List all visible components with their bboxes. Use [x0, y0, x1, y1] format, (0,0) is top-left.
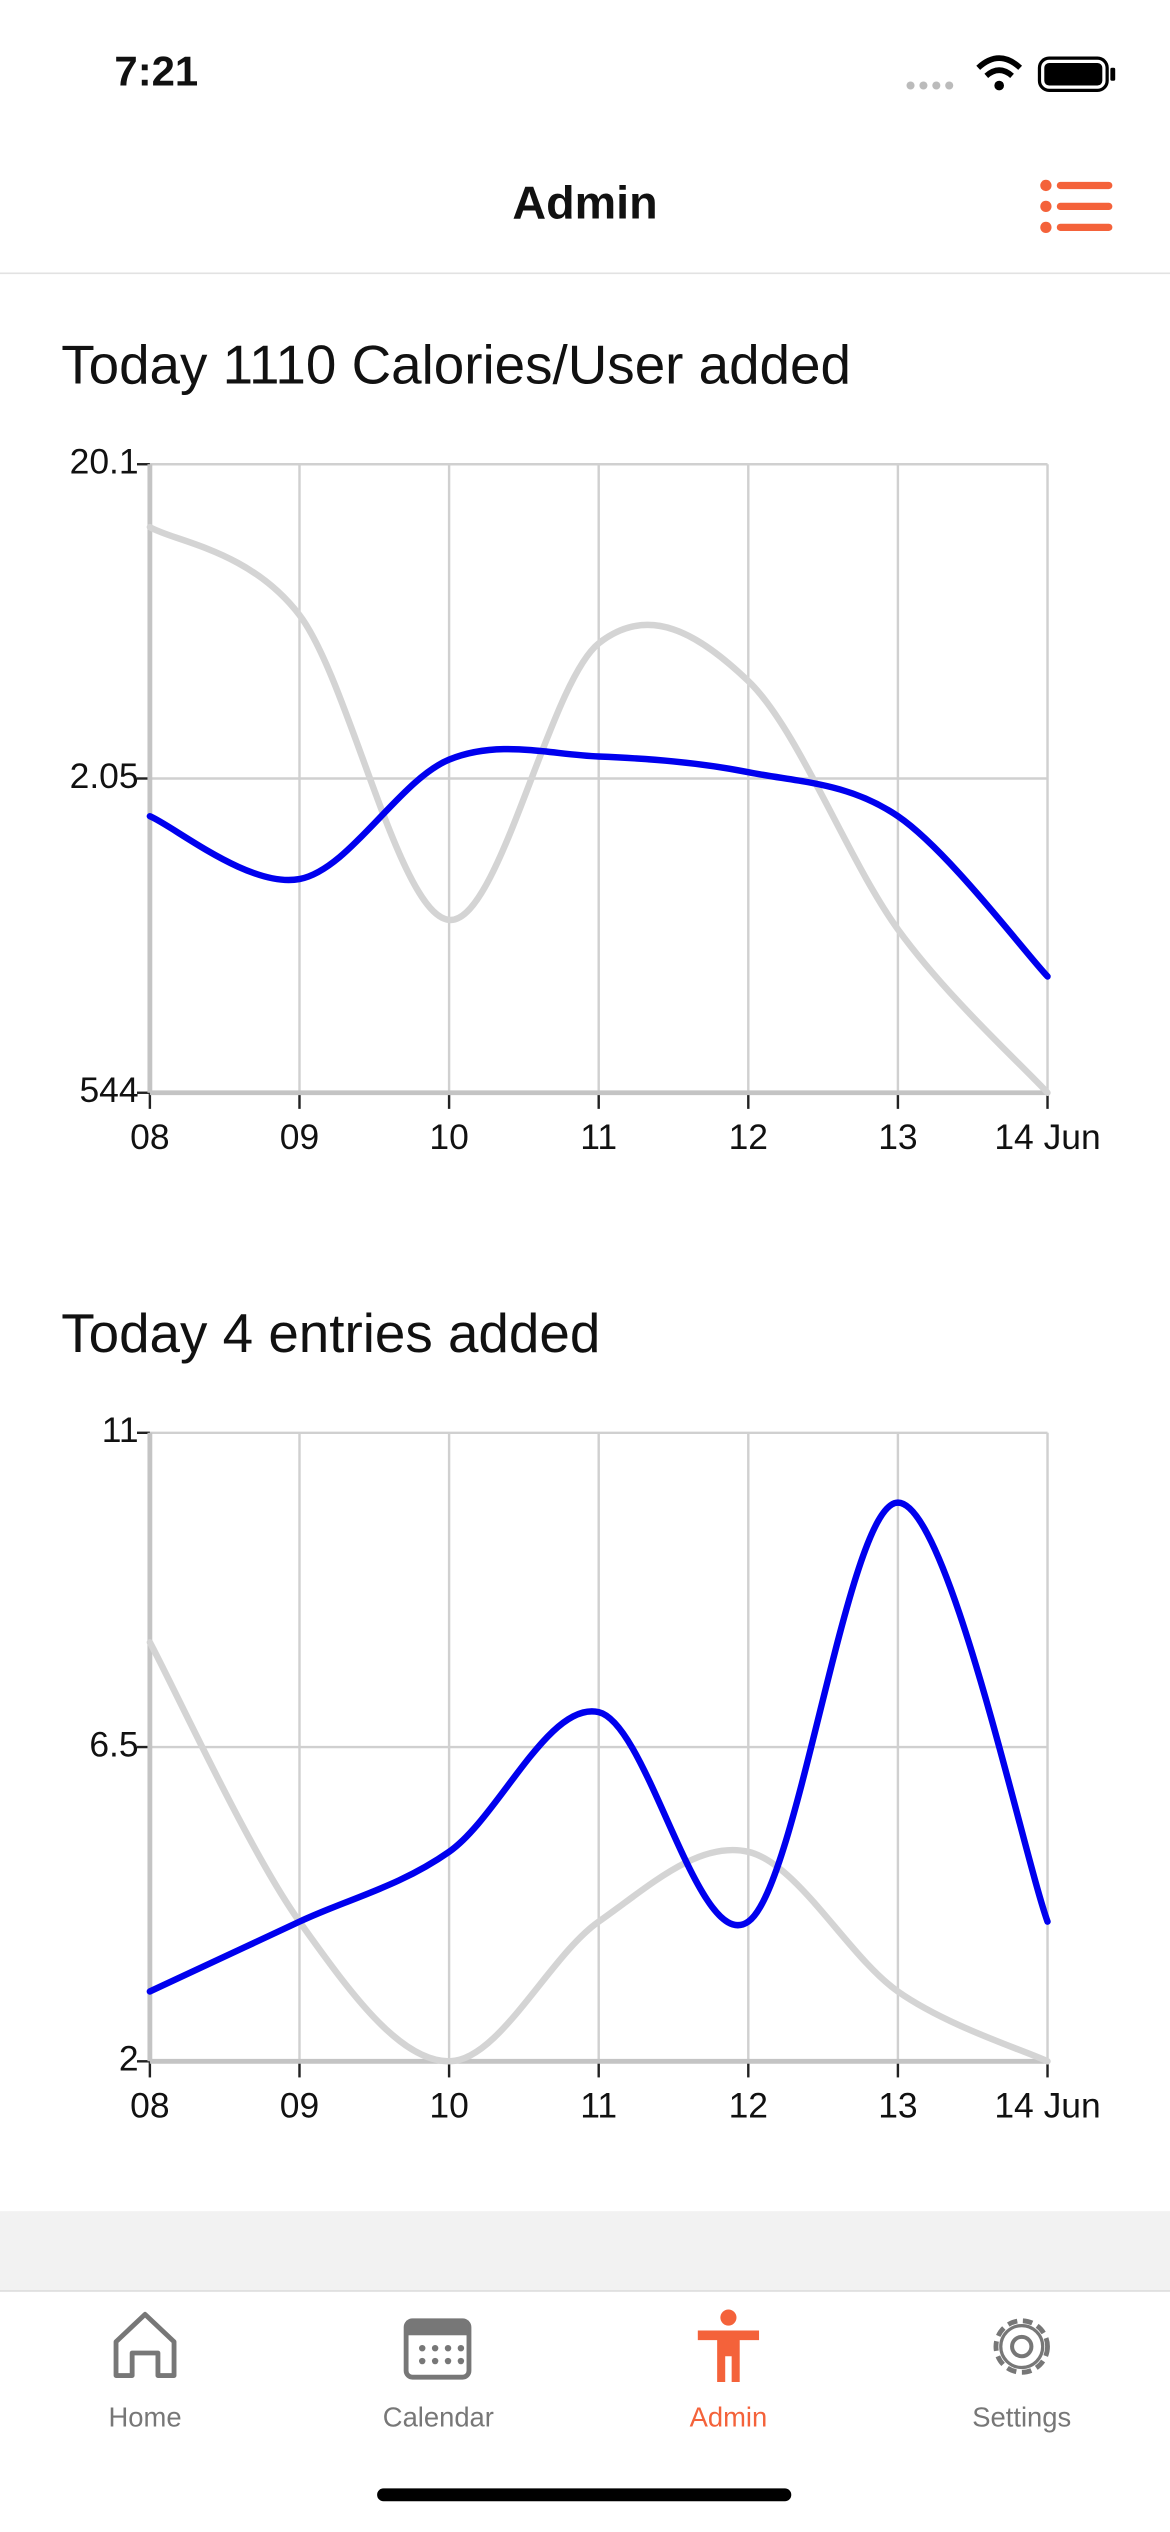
status-icons [906, 55, 1116, 92]
chart-title: Today 1110 Calories/User added [61, 334, 851, 396]
y-tick-label: 2 [119, 2039, 139, 2079]
x-tick-label: 10 [429, 1117, 468, 1157]
y-tick-label: 544 [79, 1070, 138, 1110]
charts: Today 1110 Calories/User added 08 09 10 11 12… [61, 334, 1100, 2126]
tab-admin[interactable]: Admin [690, 2309, 768, 2432]
tab-label: Settings [972, 2401, 1071, 2432]
nav-title: Admin [512, 177, 657, 229]
x-tick-label: 14 Jun [994, 2085, 1100, 2125]
x-tick-label: 11 [580, 2085, 617, 2125]
home-indicator [377, 2488, 792, 2502]
y-tick-label: 6.5 [89, 1724, 138, 1764]
y-tick-label: 11 [102, 1410, 139, 1450]
tab-label: Home [109, 2401, 182, 2432]
x-tick-label: 13 [878, 2085, 917, 2125]
tab-settings[interactable]: Settings [972, 2318, 1071, 2433]
y-tick-label: 20.1 [70, 442, 139, 482]
x-tick-label: 12 [729, 2085, 768, 2125]
chart: Today 1110 Calories/User added 08 09 10 11 12… [61, 334, 1100, 1157]
x-tick-label: 08 [130, 2085, 169, 2125]
x-tick-label: 11 [580, 1117, 617, 1157]
y-tick-label: 2.05 [70, 756, 139, 796]
series-line [146, 523, 1051, 1096]
x-tick-label: 14 Jun [994, 1117, 1100, 1157]
x-tick-label: 08 [130, 1117, 169, 1157]
x-tick-label: 13 [878, 1117, 917, 1157]
tab-calendar[interactable]: Calendar [383, 2318, 494, 2433]
x-tick-label: 10 [429, 2085, 468, 2125]
status-time: 7:21 [114, 47, 198, 94]
x-tick-label: 12 [729, 1117, 768, 1157]
x-tick-label: 09 [280, 2085, 319, 2125]
chart: Today 4 entries added 08 09 10 11 12 13 14 Jun 2… [61, 1302, 1100, 2125]
x-tick-label: 09 [280, 1117, 319, 1157]
menu-button[interactable] [1040, 179, 1113, 233]
footer-band [0, 2211, 1170, 2291]
chart-title: Today 4 entries added [61, 1302, 600, 1364]
tab-label: Admin [690, 2401, 768, 2432]
series-line [146, 1639, 1051, 2065]
series-line [146, 745, 1051, 980]
tab-home[interactable]: Home [109, 2311, 182, 2432]
series-line [146, 1499, 1051, 1995]
tab-label: Calendar [383, 2401, 494, 2432]
